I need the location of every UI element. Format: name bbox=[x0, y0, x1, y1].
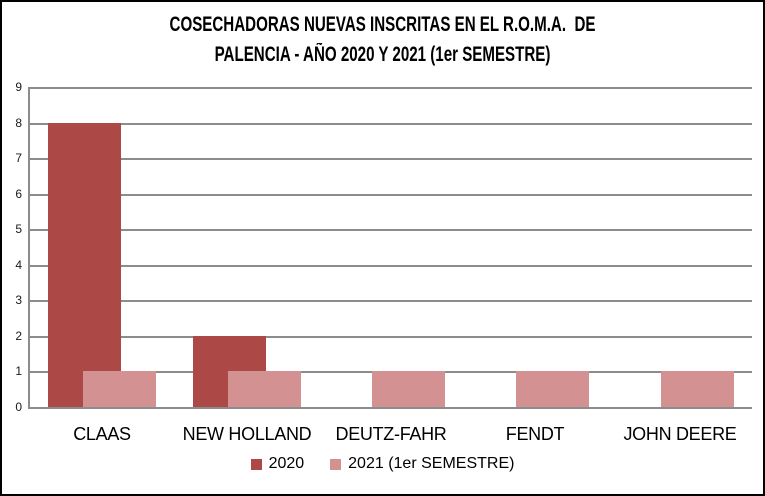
chart-title-line-1: COSECHADORAS NUEVAS INSCRITAS EN EL R.O.… bbox=[169, 13, 596, 36]
legend-swatch-2021-1er-semestre bbox=[330, 458, 342, 470]
bar-2020-claas bbox=[48, 123, 121, 407]
bar-2021-1er-semestre-john-deere bbox=[661, 371, 734, 407]
y-axis-label-0: 0 bbox=[15, 400, 22, 414]
y-axis-label-7: 7 bbox=[15, 151, 22, 165]
chart-title: COSECHADORAS NUEVAS INSCRITAS EN EL R.O.… bbox=[2, 10, 763, 70]
legend: 2020 2021 (1er SEMESTRE) bbox=[2, 455, 763, 473]
gridline-9 bbox=[30, 87, 752, 89]
x-axis-label-fendt: FENDT bbox=[505, 424, 565, 444]
x-axis-label-claas: CLAAS bbox=[73, 424, 131, 444]
y-axis-label-8: 8 bbox=[15, 116, 22, 130]
plot-area bbox=[30, 87, 752, 407]
bar-2021-1er-semestre-new-holland bbox=[228, 371, 301, 407]
y-axis-label-4: 4 bbox=[15, 258, 22, 272]
legend-label-2020: 2020 bbox=[268, 455, 305, 472]
gridline-6 bbox=[30, 194, 752, 196]
x-axis-line bbox=[28, 407, 752, 409]
bar-2021-1er-semestre-fendt bbox=[516, 371, 589, 407]
gridline-7 bbox=[30, 158, 752, 160]
y-axis-label-5: 5 bbox=[15, 222, 22, 236]
legend-item-2020: 2020 bbox=[250, 455, 305, 473]
bar-2021-1er-semestre-deutz-fahr bbox=[372, 371, 445, 407]
gridline-3 bbox=[30, 300, 752, 302]
y-axis-line bbox=[28, 87, 30, 409]
y-axis-label-9: 9 bbox=[15, 80, 22, 94]
legend-item-2021-1er-semestre: 2021 (1er SEMESTRE) bbox=[330, 455, 514, 473]
y-axis-label-2: 2 bbox=[15, 329, 22, 343]
y-axis-label-3: 3 bbox=[15, 293, 22, 307]
legend-label-2021-1er-semestre: 2021 (1er SEMESTRE) bbox=[348, 455, 515, 472]
legend-swatch-2020 bbox=[250, 458, 262, 470]
x-axis-label-john-deere: JOHN DEERE bbox=[623, 424, 737, 444]
y-axis-label-1: 1 bbox=[15, 364, 22, 378]
gridline-8 bbox=[30, 123, 752, 125]
gridline-2 bbox=[30, 336, 752, 338]
x-axis-label-deutz-fahr: DEUTZ-FAHR bbox=[335, 424, 447, 444]
bar-2021-1er-semestre-claas bbox=[83, 371, 156, 407]
gridline-4 bbox=[30, 265, 752, 267]
x-axis-label-new-holland: NEW HOLLAND bbox=[182, 424, 312, 444]
y-axis-label-6: 6 bbox=[15, 187, 22, 201]
gridline-5 bbox=[30, 229, 752, 231]
chart-title-line-2: PALENCIA - AÑO 2020 Y 2021 (1er SEMESTRE… bbox=[214, 43, 551, 66]
